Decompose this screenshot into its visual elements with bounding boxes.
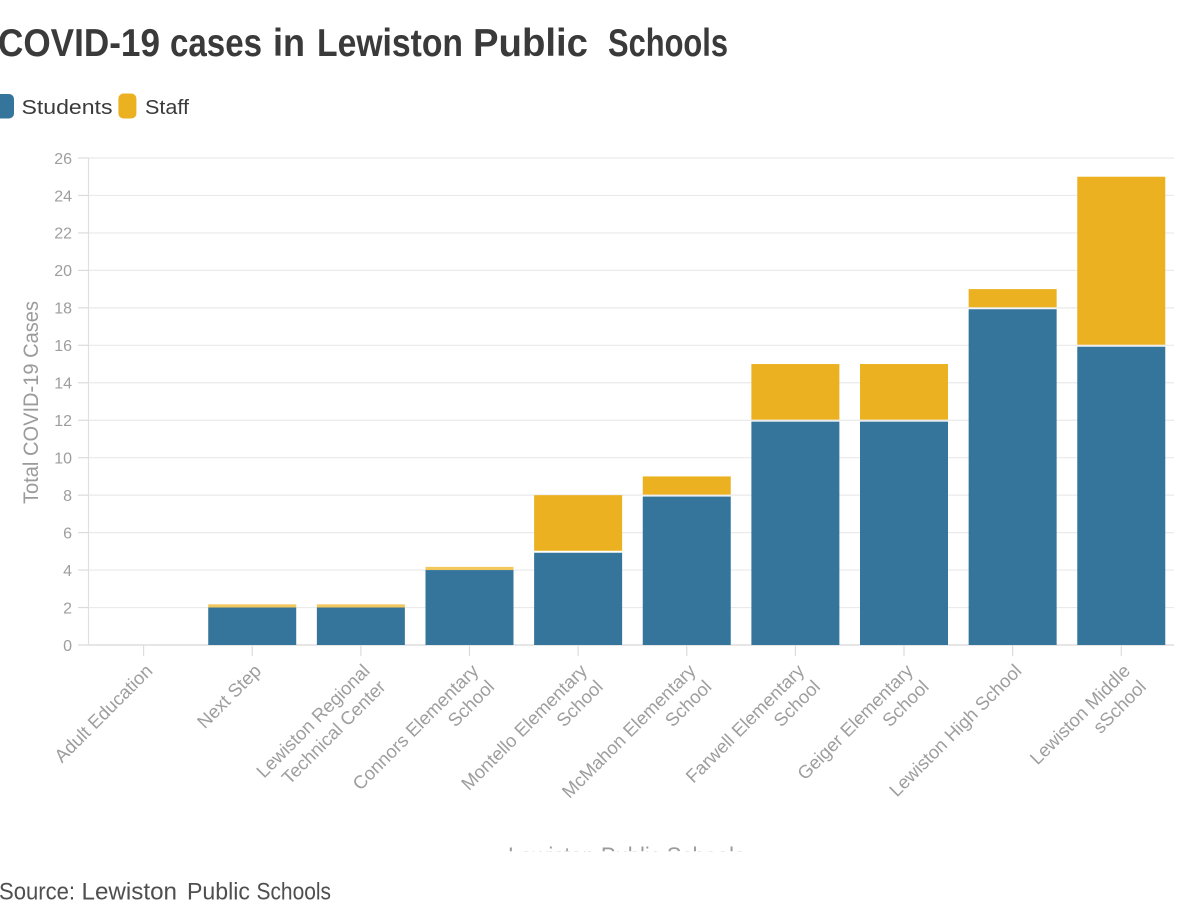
svg-text:cases: cases: [170, 22, 262, 65]
svg-text:20: 20: [54, 263, 72, 280]
svg-text:Schools: Schools: [257, 879, 332, 900]
svg-text:Lewiston: Lewiston: [317, 22, 463, 65]
svg-text:Total COVID-19 Cases: Total COVID-19 Cases: [20, 301, 43, 504]
svg-text:0: 0: [63, 638, 72, 655]
svg-text:10: 10: [54, 450, 72, 467]
svg-text:26: 26: [54, 151, 72, 168]
svg-text:22: 22: [54, 226, 72, 243]
svg-text:4: 4: [63, 563, 72, 580]
svg-text:Lewiston Public Schools: Lewiston Public Schools: [508, 843, 745, 870]
svg-text:Adult Education: Adult Education: [50, 660, 156, 766]
svg-text:Source:: Source:: [0, 879, 75, 900]
svg-text:6: 6: [63, 525, 72, 542]
svg-text:Students: Students: [22, 97, 113, 119]
svg-text:in: in: [273, 22, 305, 65]
svg-text:COVID-19: COVID-19: [0, 22, 160, 65]
svg-text:24: 24: [54, 188, 72, 205]
svg-text:Lewiston MiddlesSchool: Lewiston MiddlesSchool: [1025, 660, 1150, 785]
svg-text:16: 16: [54, 338, 72, 355]
svg-text:Lewiston: Lewiston: [82, 879, 178, 900]
svg-text:18: 18: [54, 301, 72, 318]
svg-text:12: 12: [54, 413, 72, 430]
svg-text:Public: Public: [187, 879, 250, 900]
svg-text:14: 14: [54, 376, 72, 393]
svg-text:Schools: Schools: [608, 22, 728, 65]
svg-text:2: 2: [63, 600, 72, 617]
svg-text:Next Step: Next Step: [193, 660, 265, 732]
svg-text:Public: Public: [473, 22, 588, 65]
svg-text:Staff: Staff: [145, 97, 189, 119]
svg-text:8: 8: [63, 488, 72, 505]
